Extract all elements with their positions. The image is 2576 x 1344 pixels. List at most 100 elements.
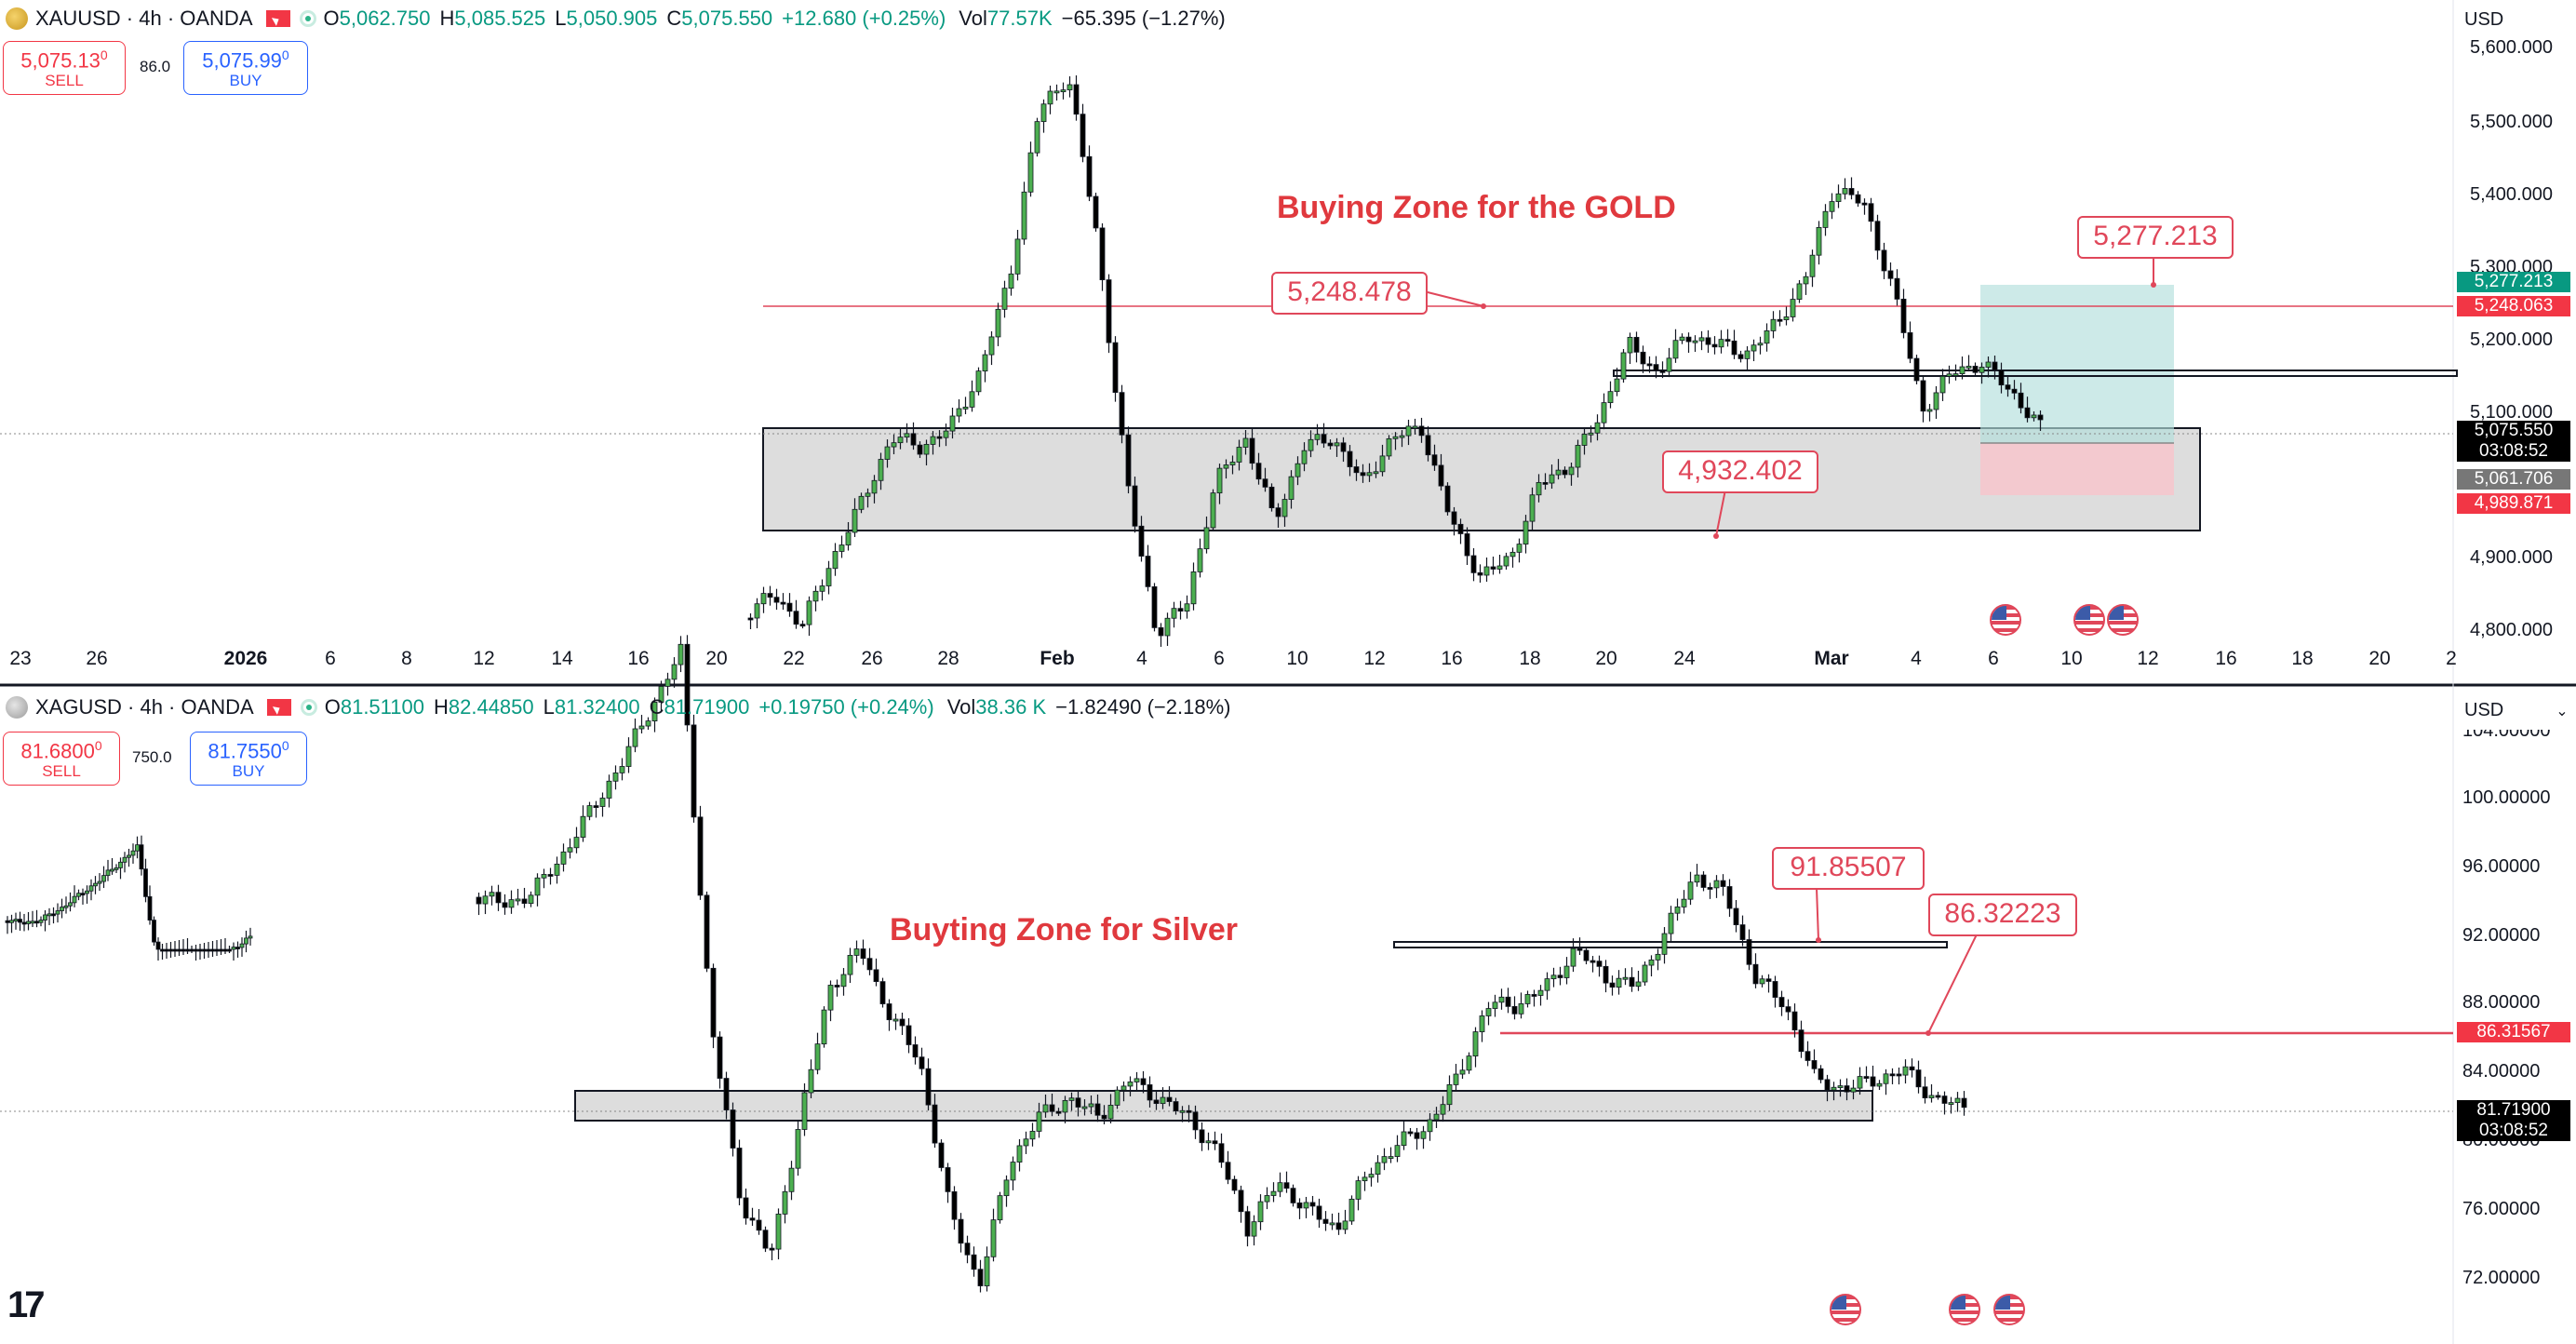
gold-ohlc-value: 5,085.525 [454, 7, 546, 30]
gold-callout-3[interactable]: 4,932.402 [1662, 450, 1818, 493]
silver-candle [1700, 874, 1707, 888]
silver-candle [127, 854, 131, 858]
silver-candle [515, 898, 521, 902]
silver-candle [1603, 965, 1609, 984]
gold-candle [904, 433, 910, 438]
gold-candle [1698, 337, 1705, 342]
silver-vol-label: Vol [946, 695, 976, 719]
gold-candle [1242, 437, 1249, 448]
silver-zone-title[interactable]: Buyting Zone for Silver [890, 912, 1239, 948]
gold-candle [910, 433, 917, 446]
gold-symbol[interactable]: XAUUSD · 4h · OANDA [35, 7, 253, 30]
silver-buy-button[interactable]: 81.75500 BUY [190, 732, 307, 786]
silver-sell-button[interactable]: 81.68000 SELL [3, 732, 120, 786]
gold-sell-button[interactable]: 5,075.130 SELL [3, 41, 126, 96]
gold-candle [1327, 442, 1334, 447]
gold-candle [878, 459, 884, 481]
us-flag-event-icon[interactable] [2073, 604, 2105, 636]
silver-last-price: 81.71900 [2476, 1100, 2551, 1120]
gold-candle [806, 600, 812, 625]
gold-candle [1790, 299, 1796, 317]
gold-candle [1946, 373, 1952, 377]
us-flag-event-icon[interactable] [1993, 1294, 2025, 1325]
silver-candle [38, 920, 44, 923]
silver-candle [105, 869, 111, 877]
gold-price-tick: 5,100.000 [2470, 402, 2553, 423]
flag-icon[interactable] [266, 699, 291, 716]
market-open-icon [299, 10, 316, 27]
gold-candle [1027, 152, 1034, 193]
silver-candle [1257, 1201, 1264, 1223]
silver-callout-2[interactable]: 86.32223 [1928, 894, 2077, 936]
gold-callout-1[interactable]: 5,248.478 [1271, 272, 1428, 315]
silver-candle [72, 895, 77, 904]
gold-candle [1653, 364, 1659, 371]
time-tick: 8 [401, 648, 412, 669]
flag-icon[interactable] [265, 10, 290, 27]
gold-candle [1405, 425, 1412, 437]
silver-candle [664, 679, 671, 687]
chevron-down-icon[interactable]: ⌄ [2556, 704, 2569, 719]
silver-candle [736, 1148, 743, 1199]
silver-candle [1153, 1099, 1160, 1105]
time-tick: 18 [2291, 648, 2314, 669]
silver-candle [9, 920, 14, 923]
silver-candle [43, 914, 47, 921]
gold-candle [1067, 84, 1073, 90]
gold-vol-value: 77.57K [986, 7, 1053, 30]
silver-candle [1544, 978, 1550, 991]
gold-candle [1412, 425, 1418, 429]
gold-currency-label[interactable]: USD [2464, 9, 2504, 30]
gold-candle [793, 611, 799, 625]
gold-stop-zone [1980, 443, 2174, 495]
us-flag-event-icon[interactable] [1949, 1294, 1980, 1325]
silver-callout-1[interactable]: 91.85507 [1772, 847, 1925, 890]
silver-candle [1896, 1073, 1902, 1077]
gold-candle [1086, 155, 1093, 197]
silver-candle [80, 893, 86, 896]
time-tick: 16 [2215, 648, 2237, 669]
gold-callout-2[interactable]: 5,277.213 [2077, 216, 2234, 259]
gold-candle [1138, 525, 1145, 557]
gold-candle [1764, 330, 1770, 344]
silver-candle [541, 874, 547, 879]
silver-ohlc-key: C [649, 695, 664, 719]
gold-zone-title[interactable]: Buying Zone for the GOLD [1277, 190, 1676, 225]
silver-candle [1355, 1180, 1362, 1200]
silver-candle [21, 921, 27, 925]
silver-candle [1511, 1005, 1518, 1015]
silver-candle [1576, 948, 1583, 951]
gold-ohlc-key: L [555, 7, 567, 30]
silver-legend: XAGUSD · 4h · OANDA O81.51100 H82.44850 L8… [6, 694, 1231, 720]
silver-candle [1596, 961, 1603, 967]
silver-candle [63, 905, 69, 908]
tradingview-logo[interactable]: 17 [7, 1284, 45, 1325]
gold-candle [2011, 388, 2018, 394]
gold-candle [1418, 425, 1425, 437]
silver-countdown: 03:08:52 [2479, 1121, 2548, 1140]
us-flag-event-icon[interactable] [1990, 604, 2021, 636]
gold-ohlc-key: C [666, 7, 682, 30]
gold-candle [1881, 249, 1887, 272]
us-flag-event-icon[interactable] [2107, 604, 2139, 636]
silver-candle [1837, 1085, 1844, 1088]
silver-candle [1010, 1162, 1016, 1181]
us-flag-event-icon[interactable] [1830, 1294, 1861, 1325]
gold-candle [982, 354, 988, 372]
silver-candle [1472, 1031, 1479, 1057]
gold-buy-button[interactable]: 5,075.990 BUY [183, 41, 308, 96]
gold-target-tag: 5,277.213 [2457, 272, 2570, 292]
silver-candle [1772, 981, 1778, 998]
silver-candle [1179, 1109, 1186, 1113]
silver-candle [1433, 1113, 1440, 1121]
silver-currency-label[interactable]: USD ⌄ [2464, 700, 2569, 721]
silver-candle [782, 1190, 788, 1215]
silver-candle [1231, 1178, 1238, 1191]
gold-candle [884, 446, 891, 460]
gold-candle [1985, 361, 1992, 368]
silver-symbol[interactable]: XAGUSD · 4h · OANDA [35, 695, 254, 719]
silver-candle [1244, 1211, 1251, 1237]
silver-candle [1550, 974, 1557, 980]
silver-sell-label: SELL [42, 762, 81, 781]
